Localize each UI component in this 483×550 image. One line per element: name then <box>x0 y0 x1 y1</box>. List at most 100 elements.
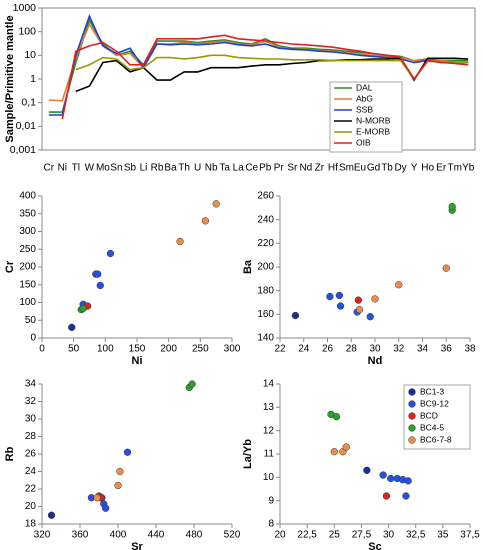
x-tick-label: 100 <box>97 344 114 355</box>
x-tick-label: 480 <box>186 530 203 541</box>
y-tick-label: 160 <box>257 309 274 320</box>
x-tick-label: 20 <box>274 530 286 541</box>
y-tick-label: 9 <box>268 495 274 506</box>
x-tick-label: 320 <box>34 530 51 541</box>
y-tick-label: 11 <box>264 449 275 460</box>
y-tick-label: 20 <box>25 501 37 512</box>
x-tick-label: Nb <box>205 163 218 174</box>
x-tick-label: Zr <box>315 163 325 174</box>
x-axis-title: Sr <box>131 541 143 550</box>
y-tick-label: 0,001 <box>10 144 36 156</box>
x-tick-label: 200 <box>160 344 177 355</box>
x-tick-label: 360 <box>72 530 89 541</box>
x-tick-label: Tm <box>447 163 461 174</box>
x-tick-label: Tb <box>381 163 393 174</box>
legend-swatch <box>408 424 416 432</box>
y-tick-label: 10 <box>24 49 36 61</box>
x-tick-label: Ho <box>421 163 434 174</box>
x-tick-label: Mo <box>96 163 110 174</box>
point <box>68 323 76 332</box>
point <box>94 270 102 278</box>
point <box>79 304 87 313</box>
point <box>395 281 403 289</box>
y-tick-label: 30 <box>25 414 37 425</box>
x-tick-label: 25 <box>329 530 341 541</box>
x-tick-label: 38 <box>464 344 476 355</box>
point <box>201 217 210 225</box>
point <box>402 492 410 500</box>
point <box>188 380 196 388</box>
legend-swatch <box>408 388 416 396</box>
y-tick-label: 0 <box>30 333 36 344</box>
y-tick-label: 240 <box>257 214 274 225</box>
point <box>363 466 371 474</box>
y-tick-label: 180 <box>257 285 274 296</box>
x-axis-title: Ni <box>132 355 143 367</box>
y-tick-label: 0,01 <box>16 120 37 132</box>
y-tick-label: 28 <box>25 431 37 442</box>
y-tick-label: 14 <box>263 379 275 390</box>
point <box>212 200 220 208</box>
x-tick-label: Rb <box>151 163 164 174</box>
x-tick-label: Gd <box>367 163 380 174</box>
point <box>387 474 395 483</box>
series-line <box>75 57 469 93</box>
y-tick-label: 350 <box>19 208 36 219</box>
y-tick-label: 8 <box>268 519 274 530</box>
y-tick-label: 260 <box>257 191 274 202</box>
x-tick-label: Cr <box>43 163 54 174</box>
x-tick-label: 34 <box>417 344 429 355</box>
point <box>176 237 184 246</box>
y-tick-label: 26 <box>25 449 37 460</box>
legend-label: AbG <box>356 93 373 103</box>
legend-label: BC1-3 <box>420 386 444 396</box>
x-tick-label: 36 <box>441 344 453 355</box>
x-axis-title: Sc <box>368 541 381 550</box>
x-tick-label: Sr <box>287 163 298 174</box>
x-tick-label: 27,5 <box>352 530 372 541</box>
x-tick-label: 24 <box>298 344 310 355</box>
point <box>342 443 350 451</box>
x-tick-label: Sb <box>124 163 137 174</box>
x-tick-label: 32,5 <box>406 530 426 541</box>
point <box>404 477 412 485</box>
x-tick-label: Th <box>178 163 190 174</box>
y-tick-label: 10 <box>263 472 275 483</box>
x-tick-label: Ni <box>58 163 67 174</box>
series-line <box>48 22 469 102</box>
point <box>116 467 124 476</box>
point <box>448 203 456 211</box>
y-tick-label: 100 <box>18 25 36 37</box>
y-tick-label: 32 <box>25 396 37 407</box>
y-axis-title: Sample/Primitive mantle <box>4 15 16 142</box>
y-tick-label: 100 <box>19 297 36 308</box>
y-tick-label: 22 <box>25 484 37 495</box>
x-tick-label: La <box>233 163 245 174</box>
x-tick-label: 440 <box>148 530 165 541</box>
y-tick-label: 250 <box>19 244 36 255</box>
legend-swatch <box>408 400 416 408</box>
x-tick-label: 0 <box>39 344 45 355</box>
legend-label: SSB <box>356 104 373 114</box>
x-tick-label: 520 <box>224 530 241 541</box>
x-tick-label: 26 <box>322 344 334 355</box>
x-tick-label: Dy <box>394 163 406 174</box>
y-axis-title: La/Yb <box>242 439 254 469</box>
point <box>332 413 341 421</box>
x-tick-label: Sm <box>339 163 354 174</box>
y-tick-label: 34 <box>25 379 37 390</box>
point <box>442 264 450 272</box>
x-tick-label: 400 <box>110 530 127 541</box>
x-tick-label: Li <box>140 163 148 174</box>
legend-label: DAL <box>356 82 373 92</box>
x-tick-label: Ba <box>164 163 177 174</box>
point <box>326 292 334 301</box>
legend-label: BC9-12 <box>420 398 449 408</box>
point <box>330 448 338 456</box>
legend-label: BC6-7-8 <box>420 434 452 444</box>
point <box>335 291 344 300</box>
y-tick-label: 300 <box>19 226 36 237</box>
x-tick-label: 32 <box>393 344 405 355</box>
legend-label: N-MORB <box>356 115 391 125</box>
